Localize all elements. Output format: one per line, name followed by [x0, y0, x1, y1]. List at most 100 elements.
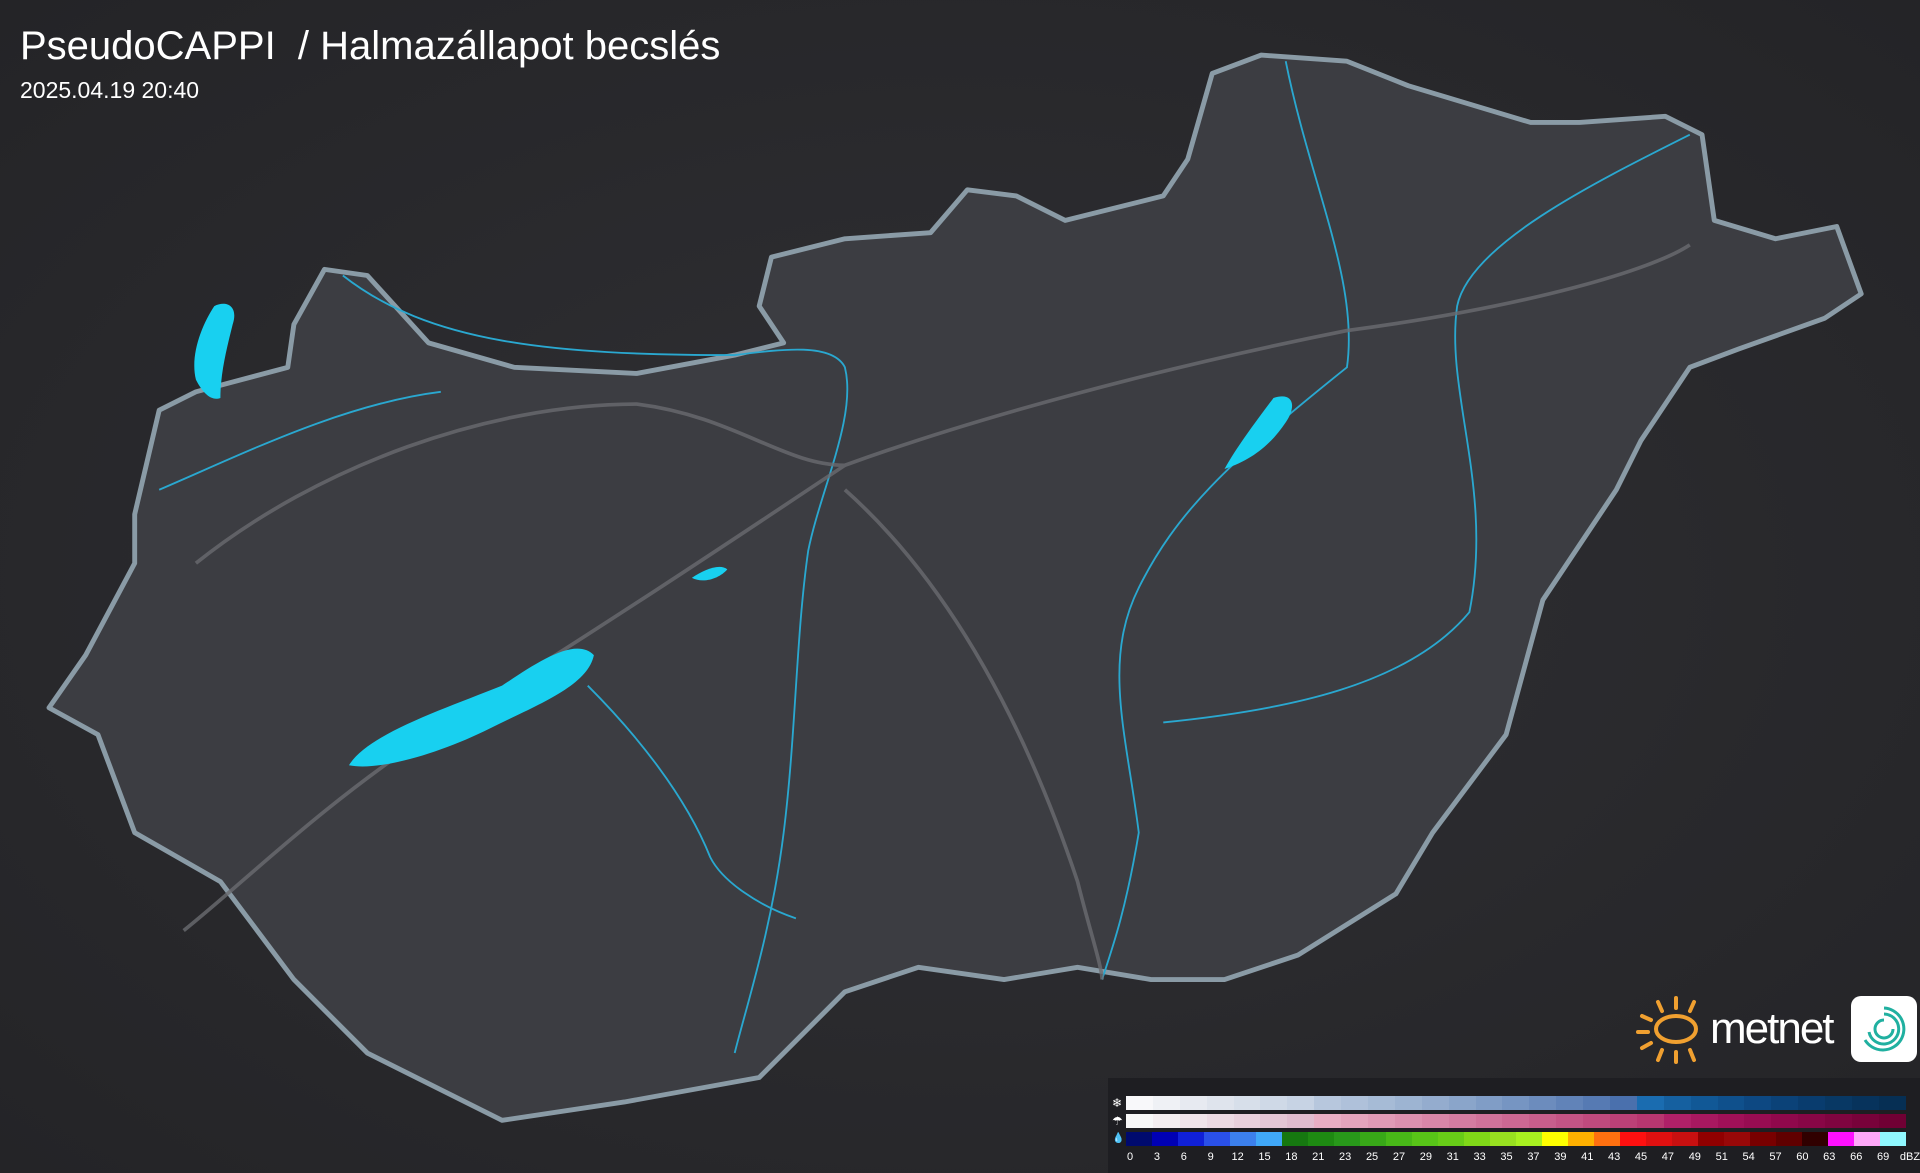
legend-color-cell	[1282, 1132, 1308, 1146]
legend-color-cell	[1360, 1132, 1386, 1146]
legend-color-cell	[1206, 1096, 1234, 1110]
legend-color-cell	[1152, 1096, 1180, 1110]
legend-color-cell	[1717, 1114, 1745, 1128]
legend-tick-label: 35	[1500, 1151, 1513, 1163]
legend-color-cell	[1878, 1114, 1906, 1128]
legend-color-cell	[1880, 1132, 1906, 1146]
legend-color-cell	[1798, 1114, 1826, 1128]
metnet-logo-text: metnet	[1710, 1004, 1835, 1053]
legend-tick-label: 0	[1126, 1151, 1134, 1163]
legend-tick-label: 66	[1850, 1151, 1863, 1163]
legend-color-cell	[1341, 1114, 1369, 1128]
legend-color-cell	[1368, 1114, 1395, 1128]
legend-color-cell	[1412, 1132, 1438, 1146]
lake-tisza	[1224, 396, 1293, 469]
legend-color-cell	[1636, 1096, 1664, 1110]
legend-color-cell	[1828, 1132, 1854, 1146]
lake-velence	[691, 566, 728, 581]
legend-color-cell	[1233, 1114, 1261, 1128]
legend-color-cell	[1852, 1114, 1879, 1128]
legend-color-cell	[1825, 1096, 1853, 1110]
legend-tick-label: 33	[1473, 1151, 1486, 1163]
legend-tick-label: 3	[1153, 1151, 1160, 1163]
legend-color-cell	[1556, 1096, 1584, 1110]
legend-tick-label: 49	[1688, 1151, 1701, 1163]
legend-color-cell	[1438, 1132, 1464, 1146]
legend-color-cell	[1287, 1096, 1315, 1110]
legend-color-cell	[1178, 1132, 1204, 1146]
legend-color-cell	[1502, 1096, 1530, 1110]
legend-color-cell	[1798, 1096, 1826, 1110]
legend-color-cell	[1776, 1132, 1802, 1146]
legend-color-cell	[1744, 1114, 1772, 1128]
legend-tick-label: 15	[1258, 1151, 1271, 1163]
legend-color-cell	[1825, 1114, 1853, 1128]
legend-color-cell	[1126, 1096, 1153, 1110]
legend-color-cell	[1475, 1114, 1503, 1128]
legend-tick-label: 29	[1419, 1151, 1432, 1163]
lakes	[194, 303, 1293, 767]
lake-ferto	[194, 303, 235, 399]
legend-color-cell	[1690, 1096, 1718, 1110]
legend-color-cell	[1204, 1132, 1230, 1146]
legend-color-cell	[1464, 1132, 1490, 1146]
legend-color-cell	[1490, 1132, 1516, 1146]
legend-row-rain	[1126, 1132, 1906, 1146]
legend-tick-label: 41	[1581, 1151, 1594, 1163]
legend-color-cell	[1206, 1114, 1234, 1128]
legend-color-cell	[1583, 1114, 1611, 1128]
legend-color-cell	[1568, 1132, 1594, 1146]
legend-color-cell	[1368, 1096, 1395, 1110]
legend-row-mixed	[1126, 1114, 1906, 1128]
raindrop-icon: 💧	[1112, 1133, 1125, 1144]
legend-color-cell	[1394, 1114, 1422, 1128]
legend-color-cell	[1152, 1114, 1180, 1128]
legend-color-cell	[1542, 1132, 1568, 1146]
legend-tick-label: 27	[1392, 1151, 1406, 1163]
legend-tick-label: 54	[1742, 1151, 1755, 1163]
legend-color-cell	[1256, 1132, 1282, 1146]
legend-color-cell	[1448, 1096, 1476, 1110]
legend-color-cell	[1516, 1132, 1542, 1146]
map-title: PseudoCAPPI / Halmazállapot becslés	[20, 24, 721, 68]
legend-tick-label: 12	[1231, 1151, 1244, 1163]
legend-tick-label: 63	[1823, 1151, 1836, 1163]
legend-color-cell	[1126, 1114, 1153, 1128]
legend-tick-label: 39	[1554, 1151, 1567, 1163]
legend-color-cell	[1646, 1132, 1672, 1146]
legend-color-cell	[1126, 1132, 1152, 1146]
legend-color-cell	[1260, 1096, 1288, 1110]
legend-tick-label: 6	[1180, 1151, 1187, 1163]
legend-tick-label: 60	[1796, 1151, 1809, 1163]
legend-color-cell	[1852, 1096, 1879, 1110]
legend-tick-label: 25	[1365, 1151, 1379, 1163]
legend-tick-label: 43	[1608, 1151, 1621, 1163]
dbz-legend: ❄ ☂ 💧 0 3 6 9 12 15 18 21 23 25 27 29 31 33 35 37 39 41 43…	[1108, 1078, 1920, 1173]
legend-color-cell	[1314, 1096, 1342, 1110]
legend-color-cell	[1475, 1096, 1503, 1110]
legend-color-cell	[1698, 1132, 1724, 1146]
legend-tick-labels: 0 3 6 9 12 15 18 21 23 25 27 29 31 33 35 37 39 41 43 45 47 49…	[1126, 1151, 1920, 1167]
legend-tick-label: 45	[1634, 1151, 1648, 1163]
lake-balaton	[348, 648, 594, 767]
legend-color-cell	[1750, 1132, 1776, 1146]
legend-color-cell	[1230, 1132, 1256, 1146]
legend-color-cell	[1529, 1096, 1557, 1110]
rivers	[158, 61, 1691, 1054]
legend-color-cell	[1771, 1114, 1799, 1128]
legend-color-cell	[1314, 1114, 1342, 1128]
legend-color-cell	[1724, 1132, 1750, 1146]
legend-color-cell	[1394, 1096, 1422, 1110]
mixed-precip-icon: ☂	[1112, 1114, 1123, 1128]
legend-color-cell	[1690, 1114, 1718, 1128]
legend-tick-label: 21	[1312, 1151, 1325, 1163]
legend-color-cell	[1583, 1096, 1611, 1110]
legend-color-cell	[1421, 1114, 1449, 1128]
legend-color-cell	[1448, 1114, 1476, 1128]
legend-tick-label: 23	[1339, 1151, 1352, 1163]
metnet-logo: metnet	[1636, 994, 1917, 1064]
legend-color-cell	[1529, 1114, 1557, 1128]
legend-tick-label: 37	[1527, 1151, 1540, 1163]
legend-tick-label: 69	[1876, 1151, 1890, 1163]
